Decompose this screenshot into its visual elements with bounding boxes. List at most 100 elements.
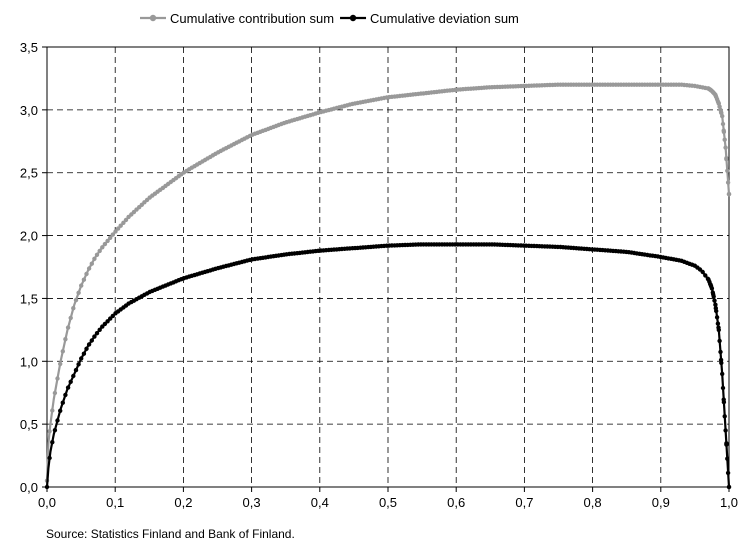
data-point (100, 245, 105, 250)
data-point (720, 371, 725, 377)
data-point (86, 342, 92, 347)
data-point (720, 113, 725, 119)
y-axis: 0,0 0,5 1,0 1,5 2,0 2,5 3,0 3,5 (20, 40, 47, 495)
x-tick-label: 0,2 (174, 495, 192, 510)
data-point (105, 238, 110, 244)
data-point (63, 337, 68, 342)
legend-item: Cumulative contribution sum (140, 11, 334, 26)
x-tick-label: 0,7 (515, 495, 533, 510)
data-point (108, 235, 113, 240)
legend-item: Cumulative deviation sum (340, 11, 519, 26)
data-point (718, 349, 723, 355)
data-point (720, 121, 726, 127)
data-point (722, 414, 727, 419)
data-point (716, 327, 721, 333)
data-point (712, 298, 717, 303)
data-point (720, 385, 726, 391)
data-point (63, 392, 68, 398)
data-point (81, 277, 87, 282)
data-point (714, 308, 719, 314)
series-1 (44, 82, 732, 483)
data-point (123, 217, 129, 223)
data-point (84, 271, 89, 277)
legend-label: Cumulative contribution sum (170, 11, 334, 26)
data-point (71, 306, 76, 311)
data-point (725, 456, 730, 461)
data-point (55, 418, 60, 423)
data-point (711, 294, 716, 299)
data-point (47, 429, 52, 434)
data-point (58, 408, 63, 413)
data-point (52, 428, 58, 433)
y-tick-label: 2,5 (20, 166, 38, 181)
y-tick-label: 3,5 (20, 40, 38, 55)
y-tick-label: 2,0 (20, 229, 38, 244)
data-point (115, 226, 121, 231)
y-tick-label: 0,0 (20, 480, 38, 495)
data-point (81, 351, 87, 356)
x-tick-label: 0,1 (106, 495, 124, 510)
data-point (58, 361, 63, 367)
data-point (725, 168, 730, 173)
data-point (50, 440, 55, 445)
data-point (721, 399, 727, 405)
legend-marker (149, 14, 157, 22)
x-tick-label: 0,4 (311, 495, 329, 510)
data-point (79, 356, 84, 361)
legend-label: Cumulative deviation sum (370, 11, 519, 26)
data-point (113, 229, 118, 234)
data-point (47, 455, 52, 461)
data-point (92, 334, 97, 339)
x-tick-label: 0,9 (652, 495, 670, 510)
x-tick-label: 0,5 (379, 495, 397, 510)
data-point (713, 302, 718, 307)
x-axis: 0,0 0,1 0,2 0,3 0,4 0,5 0,6 0,7 0,8 0,9 1,0 (38, 487, 738, 510)
data-point (110, 232, 116, 237)
data-point (725, 180, 731, 185)
data-point (55, 376, 60, 381)
series-2 (44, 242, 732, 490)
legend: Cumulative contribution sum Cumulative de… (140, 11, 519, 26)
data-point (714, 315, 720, 320)
data-point (717, 338, 722, 344)
data-point (721, 129, 727, 135)
x-tick-label: 1,0 (720, 495, 738, 510)
data-point (68, 315, 73, 321)
x-tick-label: 0,0 (38, 495, 56, 510)
data-point (86, 266, 92, 271)
data-point (84, 346, 89, 351)
data-point (76, 290, 81, 295)
data-point (723, 428, 728, 433)
data-point (60, 400, 65, 405)
source-note: Source: Statistics Finland and Bank of F… (46, 527, 295, 541)
y-tick-label: 1,0 (20, 354, 38, 369)
data-point (89, 261, 95, 266)
data-point (76, 362, 81, 367)
data-point (700, 269, 705, 275)
data-point (79, 283, 84, 288)
x-tick-label: 0,6 (447, 495, 465, 510)
data-point (709, 286, 715, 291)
y-tick-label: 3,0 (20, 103, 38, 118)
series-layer (44, 82, 732, 490)
data-point (52, 390, 58, 396)
data-point (71, 373, 76, 379)
data-point (97, 327, 102, 332)
data-point (102, 241, 108, 247)
data-point (715, 321, 721, 326)
y-tick-label: 1,5 (20, 291, 38, 306)
data-point (724, 157, 729, 162)
data-point (68, 379, 73, 384)
legend-marker (349, 14, 357, 22)
data-point (97, 248, 102, 254)
data-point (94, 252, 100, 257)
data-point (50, 408, 55, 413)
x-tick-label: 0,3 (243, 495, 261, 510)
data-point (703, 273, 708, 278)
data-point (722, 137, 727, 142)
data-point (92, 256, 97, 261)
data-point (94, 331, 100, 336)
data-point (724, 442, 729, 447)
grid (47, 47, 729, 487)
